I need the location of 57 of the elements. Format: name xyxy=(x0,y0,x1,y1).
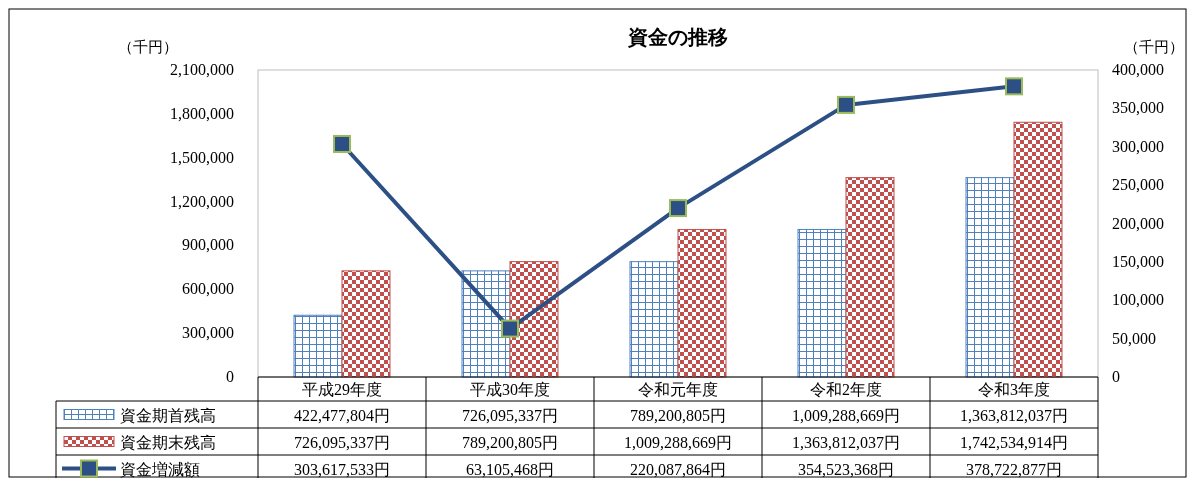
text: 354,523,368円 xyxy=(798,460,894,478)
y2-tick-label: 350,000 xyxy=(1112,99,1164,117)
text: 1,009,288,669円 xyxy=(624,433,732,451)
x-tick-label: 平成29年度 xyxy=(302,381,382,398)
chart-title: 資金の推移 xyxy=(627,26,728,48)
point xyxy=(1005,77,1023,96)
y2-tick-label: 300,000 xyxy=(1112,137,1164,155)
y2-tick-label: 400,000 xyxy=(1112,61,1164,78)
y2-tick-label: 200,000 xyxy=(1112,214,1164,232)
bar xyxy=(677,228,727,378)
legend-label: 資金期首残高 xyxy=(120,406,216,424)
text: 220,087,864円 xyxy=(630,460,726,478)
y-tick-label: 300,000 xyxy=(182,324,234,342)
text: 789,200,805円 xyxy=(462,433,558,451)
y2-tick-label: 150,000 xyxy=(1112,252,1164,270)
bar xyxy=(509,261,559,378)
y2-tick-label: 250,000 xyxy=(1112,176,1164,194)
bar xyxy=(293,314,343,378)
point xyxy=(333,134,351,153)
y-axis-title: （千円） xyxy=(118,39,178,55)
y2-tick-label: 100,000 xyxy=(1112,291,1164,309)
bar xyxy=(965,177,1015,378)
text: 422,477,804円 xyxy=(294,406,390,424)
bar xyxy=(1013,121,1063,378)
text: 789,200,805円 xyxy=(630,406,726,424)
bar xyxy=(797,228,847,378)
x-tick-label: 令和元年度 xyxy=(638,381,718,398)
text: 726,095,337円 xyxy=(294,433,390,451)
y-tick-label: 900,000 xyxy=(182,236,234,254)
bar xyxy=(629,261,679,378)
x-tick-label: 令和3年度 xyxy=(978,381,1050,398)
legend-label: 資金増減額 xyxy=(120,460,200,478)
point xyxy=(501,319,519,338)
y-tick-label: 1,800,000 xyxy=(170,104,234,122)
y-tick-label: 1,200,000 xyxy=(170,192,234,210)
point xyxy=(669,199,687,218)
y2-tick-label: 0 xyxy=(1112,368,1120,385)
y-tick-label: 0 xyxy=(226,368,234,385)
text: 378,722,877円 xyxy=(966,460,1062,478)
y-tick-label: 1,500,000 xyxy=(170,148,234,166)
bar xyxy=(341,270,391,378)
y-tick-label: 2,100,000 xyxy=(170,61,234,78)
y-tick-label: 600,000 xyxy=(182,280,234,298)
text: 63,105,468円 xyxy=(466,460,554,478)
text: 1,009,288,669円 xyxy=(792,406,900,424)
x-tick-label: 平成30年度 xyxy=(470,381,550,398)
y2-axis-title: （千円） xyxy=(1124,39,1184,55)
legend-label: 資金期末残高 xyxy=(120,433,216,451)
text: 726,095,337円 xyxy=(462,406,558,424)
text: 303,617,533円 xyxy=(294,460,390,478)
bar xyxy=(845,177,895,378)
point xyxy=(837,95,855,114)
y2-tick-label: 50,000 xyxy=(1112,329,1156,347)
text: 1,363,812,037円 xyxy=(792,433,900,451)
x-tick-label: 令和2年度 xyxy=(810,381,882,398)
text: 1,742,534,914円 xyxy=(960,433,1068,451)
text: 1,363,812,037円 xyxy=(960,406,1068,424)
